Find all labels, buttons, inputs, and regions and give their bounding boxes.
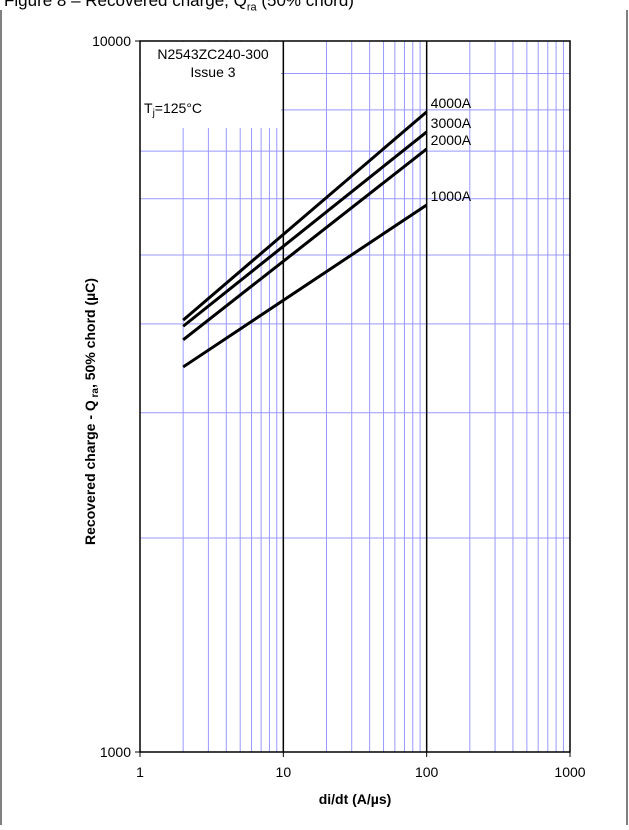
annotation-background [141, 42, 281, 128]
series-line-1000A [182, 203, 428, 369]
series-line-3000A [182, 130, 428, 328]
x-tick-label: 1000 [554, 764, 585, 780]
annotation-issue: Issue 3 [190, 64, 235, 80]
series-line-4000A [182, 110, 428, 322]
series-label-3000A: 3000A [431, 115, 472, 131]
x-tick-label: 100 [415, 764, 439, 780]
y-axis-label: Recovered charge - Q ra, 50% chord (µC) [82, 278, 101, 545]
tj-prefix: T [144, 100, 153, 116]
series-label-4000A: 4000A [431, 95, 472, 111]
series-label-2000A: 2000A [431, 132, 472, 148]
y-tick-label: 1000 [100, 744, 131, 760]
caption-suffix: (50% chord) [256, 0, 354, 10]
y-tick-label: 10000 [92, 33, 131, 49]
series-line-2000A [182, 147, 428, 341]
plot-area-border [139, 40, 571, 753]
grid-minor [140, 41, 570, 752]
series-lines [182, 110, 428, 369]
tj-suffix: =125°C [155, 100, 202, 116]
series-label-1000A: 1000A [431, 188, 472, 204]
y-label-suffix: , 50% chord (µC) [82, 278, 98, 388]
caption-subscript: ra [246, 1, 257, 14]
tj-subscript: j [152, 108, 155, 119]
y-label-subscript: ra [90, 388, 101, 401]
annotation-part-number: N2543ZC240-300 [157, 46, 269, 62]
figure-caption: Figure 8 – Recovered charge, Qra (50% ch… [4, 0, 354, 13]
annotation-temperature: Tj=125°C [144, 100, 202, 119]
x-axis-label: di/dt (A/µs) [319, 791, 392, 807]
annotation-box: N2543ZC240-300 Issue 3 Tj=125°C [141, 42, 281, 128]
axis-ticks: 1 10 100 1000 1000 10000 [92, 33, 586, 780]
x-tick-label: 1 [136, 764, 144, 780]
grid-major [282, 41, 428, 752]
caption-prefix: Figure 8 – Recovered charge, Q [4, 0, 247, 10]
y-label-prefix: Recovered charge - Q [82, 400, 98, 545]
x-tick-label: 10 [276, 764, 292, 780]
